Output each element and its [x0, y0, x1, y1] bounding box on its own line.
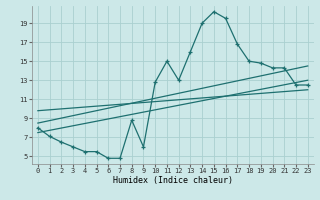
X-axis label: Humidex (Indice chaleur): Humidex (Indice chaleur) [113, 176, 233, 185]
